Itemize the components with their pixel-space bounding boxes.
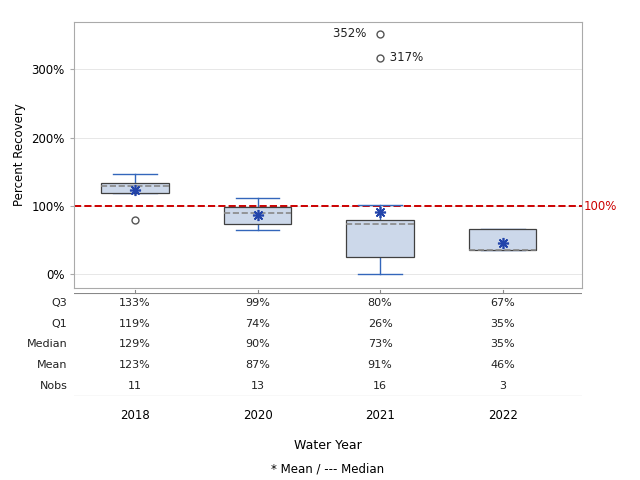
Text: 26%: 26% [368,319,392,329]
Text: 35%: 35% [490,319,515,329]
Bar [224,207,291,224]
Text: Water Year: Water Year [294,439,362,452]
Text: Nobs: Nobs [40,381,67,391]
Text: 87%: 87% [245,360,270,370]
Y-axis label: Percent Recovery: Percent Recovery [13,103,26,206]
Text: 317%: 317% [386,51,424,64]
Text: 3: 3 [499,381,506,391]
Text: 90%: 90% [245,339,270,349]
Bar [101,183,168,193]
Text: 73%: 73% [368,339,392,349]
Text: 91%: 91% [368,360,392,370]
Text: 352%: 352% [333,27,374,40]
Text: 11: 11 [128,381,142,391]
Text: 67%: 67% [490,298,515,308]
Text: * Mean / --- Median: * Mean / --- Median [271,463,385,476]
Text: 13: 13 [250,381,264,391]
Text: 2020: 2020 [243,408,273,422]
Text: 119%: 119% [119,319,151,329]
Bar [346,220,414,257]
Text: 99%: 99% [245,298,270,308]
Text: Mean: Mean [37,360,67,370]
Text: 2022: 2022 [488,408,518,422]
Text: 80%: 80% [368,298,392,308]
Text: 46%: 46% [490,360,515,370]
Text: Median: Median [27,339,67,349]
Text: Q1: Q1 [52,319,67,329]
Text: 16: 16 [373,381,387,391]
Text: 100%: 100% [584,200,617,213]
Text: 129%: 129% [119,339,151,349]
Text: 123%: 123% [119,360,151,370]
Text: 2018: 2018 [120,408,150,422]
Text: 35%: 35% [490,339,515,349]
Text: 2021: 2021 [365,408,395,422]
Bar [469,228,536,251]
Text: 133%: 133% [119,298,150,308]
Text: Q3: Q3 [52,298,67,308]
Text: 74%: 74% [245,319,270,329]
